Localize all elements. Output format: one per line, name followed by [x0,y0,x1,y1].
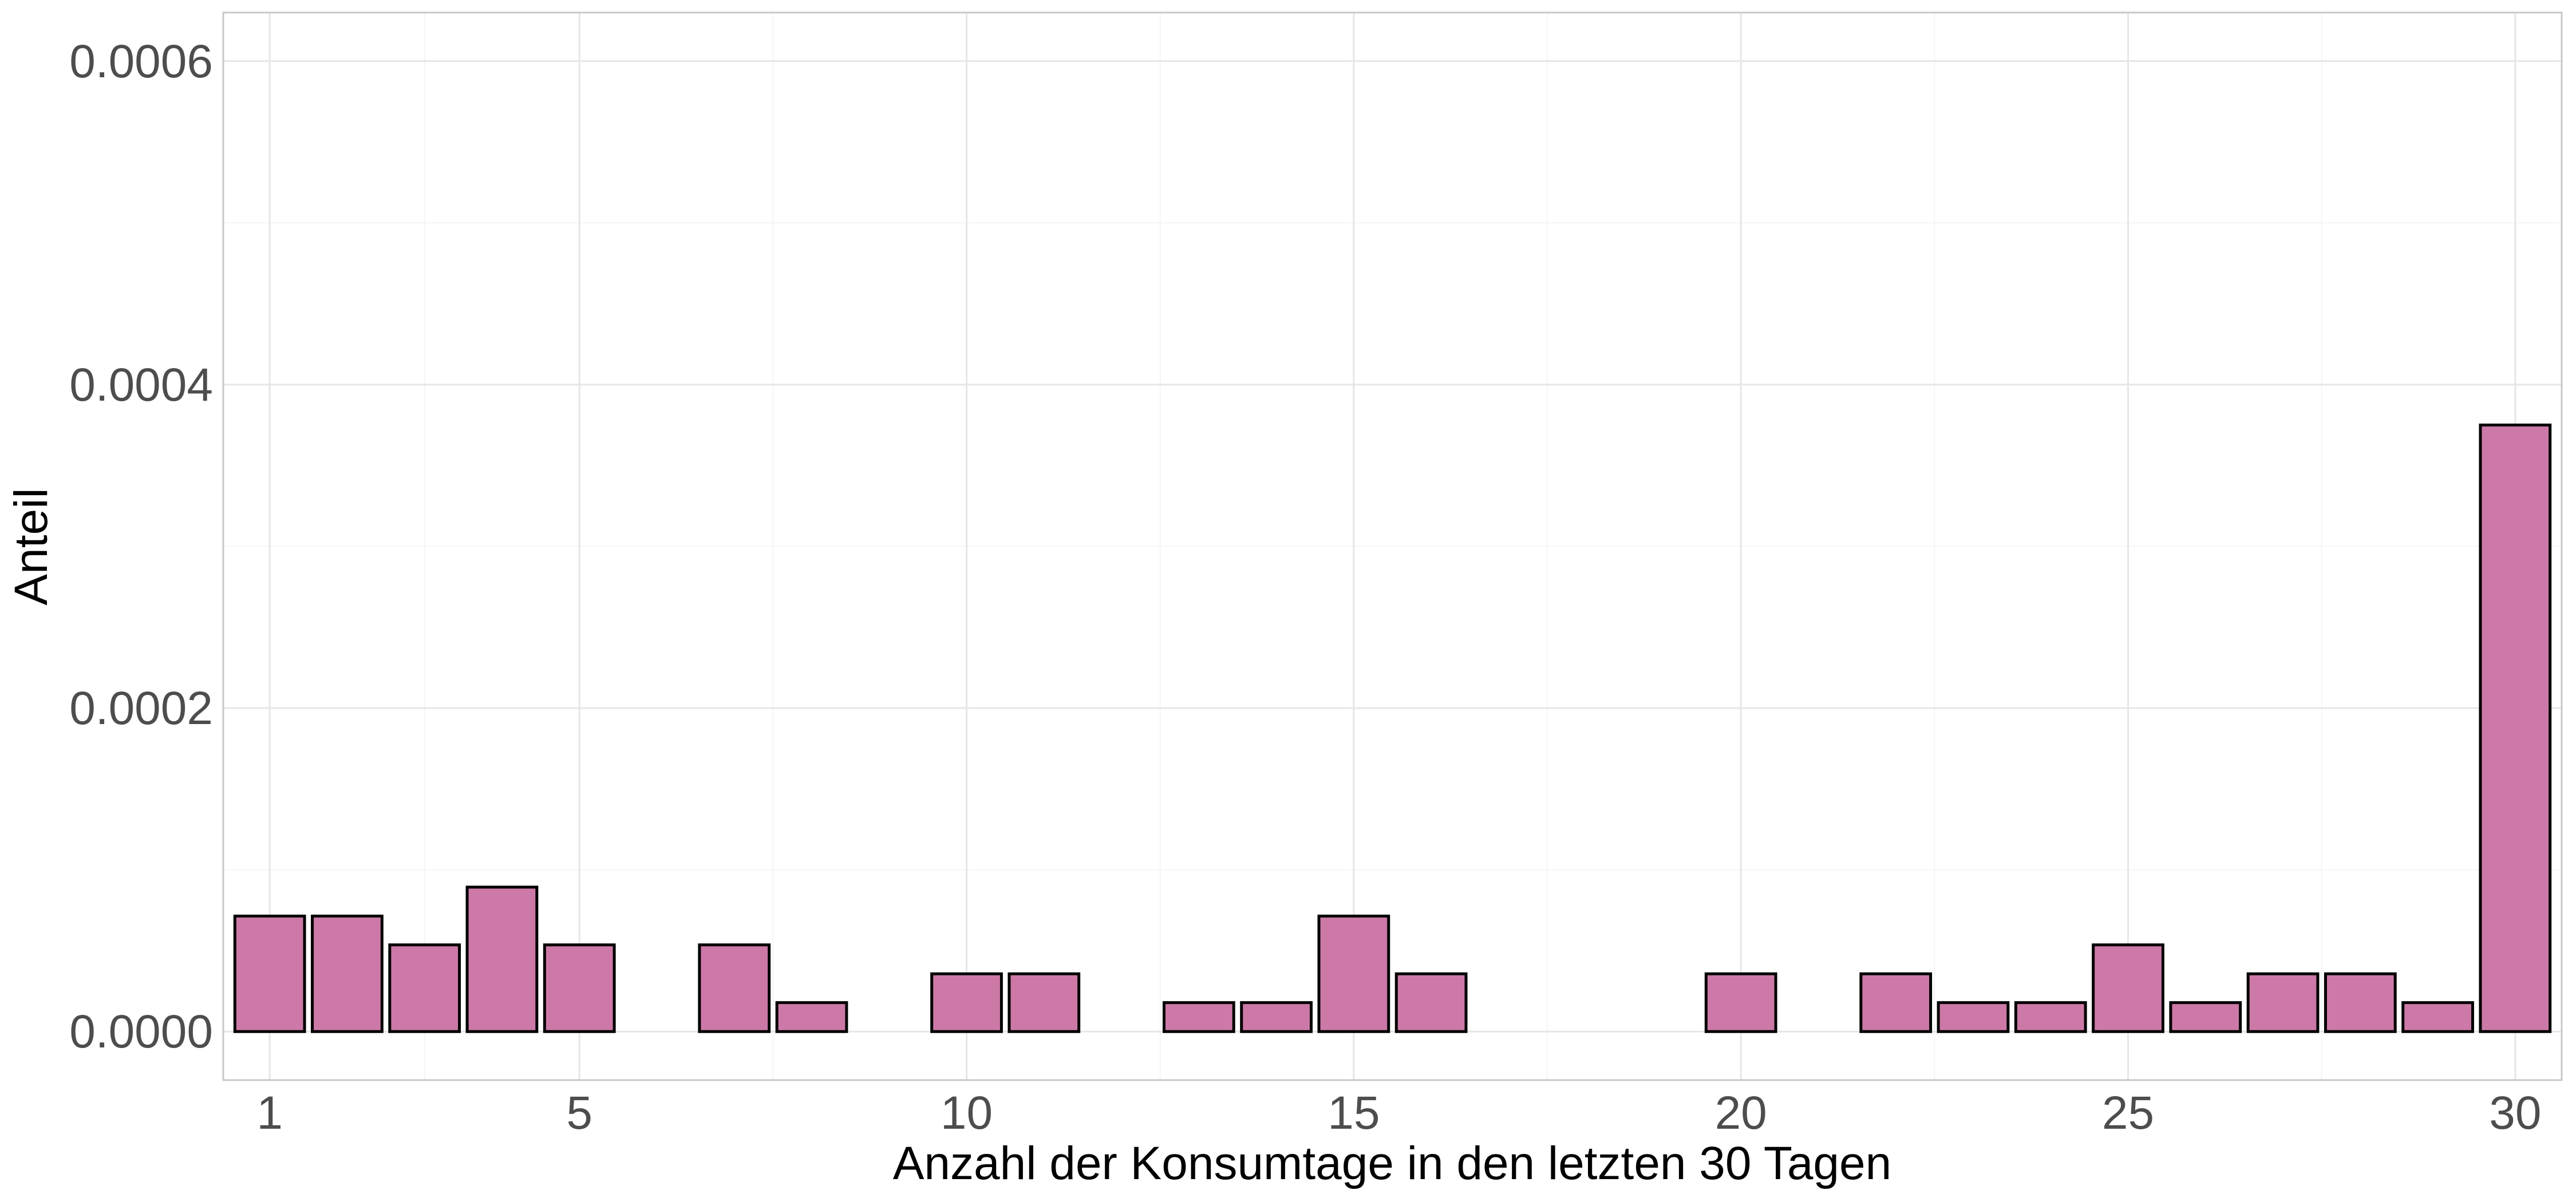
bar [1937,1001,2010,1033]
y-tick-label: 0.0006 [69,35,213,88]
bar [2479,424,2552,1033]
bar [2092,943,2164,1033]
bar [2324,972,2397,1033]
bar [698,943,771,1033]
bar [1317,914,1390,1033]
bar [1240,1001,1313,1033]
y-tick-label: 0.0004 [69,359,213,411]
x-tick-label: 10 [941,1087,993,1139]
bar [1859,972,1933,1033]
bar [233,914,306,1033]
x-tick-label: 25 [2102,1087,2154,1139]
bar [1394,972,1468,1033]
bar [465,885,539,1033]
bar [1162,1001,1235,1033]
bars [233,424,2552,1033]
grid-lines [223,13,2562,1080]
x-tick-label: 30 [2489,1087,2541,1139]
bar [2246,972,2320,1033]
bar [2401,1001,2474,1033]
x-axis-ticks: 1 5 10 15 20 25 30 [256,1087,2541,1139]
y-tick-label: 0.0000 [69,1006,213,1058]
bar [775,1001,848,1033]
plot-panel-border [222,11,2563,1081]
bar [311,914,384,1033]
bar [388,943,461,1033]
x-axis-title: Anzahl der Konsumtage in den letzten 30 … [893,1137,1892,1189]
y-tick-label: 0.0002 [69,682,213,734]
x-tick-label: 15 [1327,1087,1380,1139]
bar [1704,972,1777,1033]
y-axis-title: Anteil [5,488,57,605]
y-axis-ticks: 0.0000 0.0002 0.0004 0.0006 [69,35,213,1058]
x-tick-label: 1 [256,1087,283,1139]
bar [1008,972,1081,1033]
bar [2014,1001,2087,1033]
bar [930,972,1003,1033]
bar [2169,1001,2242,1033]
x-tick-label: 20 [1715,1087,1767,1139]
bar [543,943,616,1033]
x-tick-label: 5 [566,1087,592,1139]
